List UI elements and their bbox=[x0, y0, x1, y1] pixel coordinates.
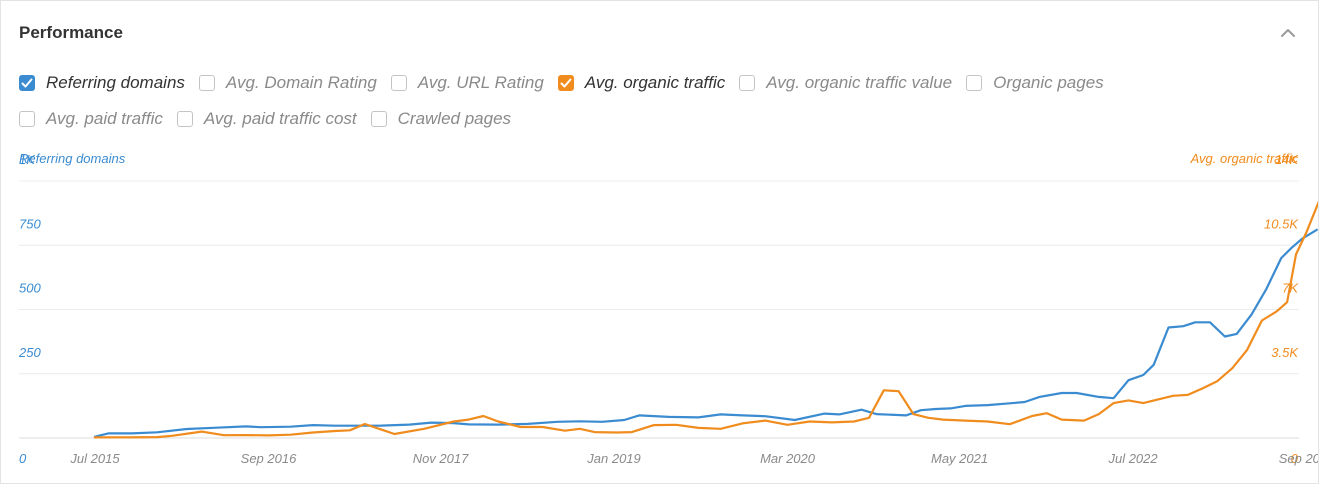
right-tick-label: 3.5K bbox=[1271, 345, 1299, 360]
metric-label: Crawled pages bbox=[397, 109, 512, 128]
check-icon bbox=[560, 78, 572, 88]
check-icon bbox=[21, 78, 33, 88]
x-tick-label: Nov 2017 bbox=[413, 451, 469, 466]
panel-title: Performance bbox=[19, 23, 123, 42]
right-axis-title: Avg. organic traffic bbox=[1190, 151, 1299, 166]
series-line-referring-domains bbox=[93, 228, 1318, 438]
left-tick-label: 1K bbox=[19, 152, 36, 167]
x-tick-label: Jul 2015 bbox=[69, 451, 120, 466]
metric-label: Avg. organic traffic value bbox=[766, 73, 953, 92]
x-tick-label: May 2021 bbox=[931, 451, 988, 466]
metric-toggle-avg-organic-traffic-value[interactable]: Avg. organic traffic value bbox=[739, 73, 952, 93]
metric-toggle-avg-paid-traffic[interactable]: Avg. paid traffic bbox=[19, 109, 163, 129]
series-line-avg-organic-traffic bbox=[93, 198, 1319, 439]
metric-toggle-crawled-pages[interactable]: Crawled pages bbox=[370, 109, 512, 129]
checkbox[interactable] bbox=[966, 75, 983, 91]
metric-label: Avg. URL Rating bbox=[417, 73, 544, 92]
checkbox[interactable] bbox=[557, 75, 574, 91]
metric-toggle-avg-domain-rating[interactable]: Avg. Domain Rating bbox=[198, 73, 377, 93]
performance-chart: Referring domains Avg. organic traffic 0 25… bbox=[1, 141, 1319, 481]
checkbox[interactable] bbox=[19, 111, 35, 127]
metric-toggle-referring-domains[interactable]: Referring domains bbox=[19, 73, 185, 93]
right-tick-label: 10.5K bbox=[1264, 216, 1299, 231]
chart-svg: Referring domains Avg. organic traffic 0 25… bbox=[18, 151, 1319, 466]
metric-toggle-organic-pages[interactable]: Organic pages bbox=[966, 73, 1104, 93]
right-tick-label: 0 bbox=[1291, 451, 1299, 466]
left-tick-label: 750 bbox=[19, 216, 41, 231]
metric-toggle-avg-organic-traffic[interactable]: Avg. organic traffic bbox=[557, 73, 726, 93]
right-tick-label: 14K bbox=[1275, 152, 1299, 167]
metric-label: Avg. paid traffic bbox=[46, 109, 163, 128]
left-tick-label: 0 bbox=[19, 451, 27, 466]
metric-toggle-avg-paid-traffic-cost[interactable]: Avg. paid traffic cost bbox=[176, 109, 357, 129]
left-axis-title: Referring domains bbox=[19, 151, 126, 166]
checkbox[interactable] bbox=[370, 111, 387, 127]
x-tick-label: Mar 2020 bbox=[760, 451, 816, 466]
checkbox[interactable] bbox=[19, 75, 35, 91]
metric-label: Organic pages bbox=[993, 73, 1104, 92]
metric-toggles-row-2: Avg. paid traffic Avg. paid traffic cost… bbox=[19, 108, 525, 130]
chevron-up-icon[interactable] bbox=[1276, 21, 1300, 45]
x-tick-label: Sep 2023 bbox=[1279, 451, 1318, 466]
checkbox[interactable] bbox=[198, 75, 215, 91]
x-tick-label: Sep 2016 bbox=[241, 451, 297, 466]
metric-label: Avg. paid traffic cost bbox=[203, 109, 357, 128]
metric-label: Avg. organic traffic bbox=[584, 73, 726, 92]
metric-toggles-row-1: Referring domains Avg. Domain Rating Avg… bbox=[19, 72, 1118, 94]
left-tick-label: 250 bbox=[18, 345, 41, 360]
checkbox[interactable] bbox=[390, 75, 407, 91]
checkbox[interactable] bbox=[739, 75, 756, 91]
panel-header: Performance bbox=[19, 21, 1300, 45]
x-tick-label: Jul 2022 bbox=[1107, 451, 1158, 466]
x-tick-label: Jan 2019 bbox=[586, 451, 641, 466]
metric-label: Referring domains bbox=[46, 73, 185, 92]
metric-label: Avg. Domain Rating bbox=[225, 73, 377, 92]
checkbox[interactable] bbox=[176, 111, 193, 127]
metric-toggle-avg-url-rating[interactable]: Avg. URL Rating bbox=[390, 73, 544, 93]
left-tick-label: 500 bbox=[19, 281, 41, 296]
